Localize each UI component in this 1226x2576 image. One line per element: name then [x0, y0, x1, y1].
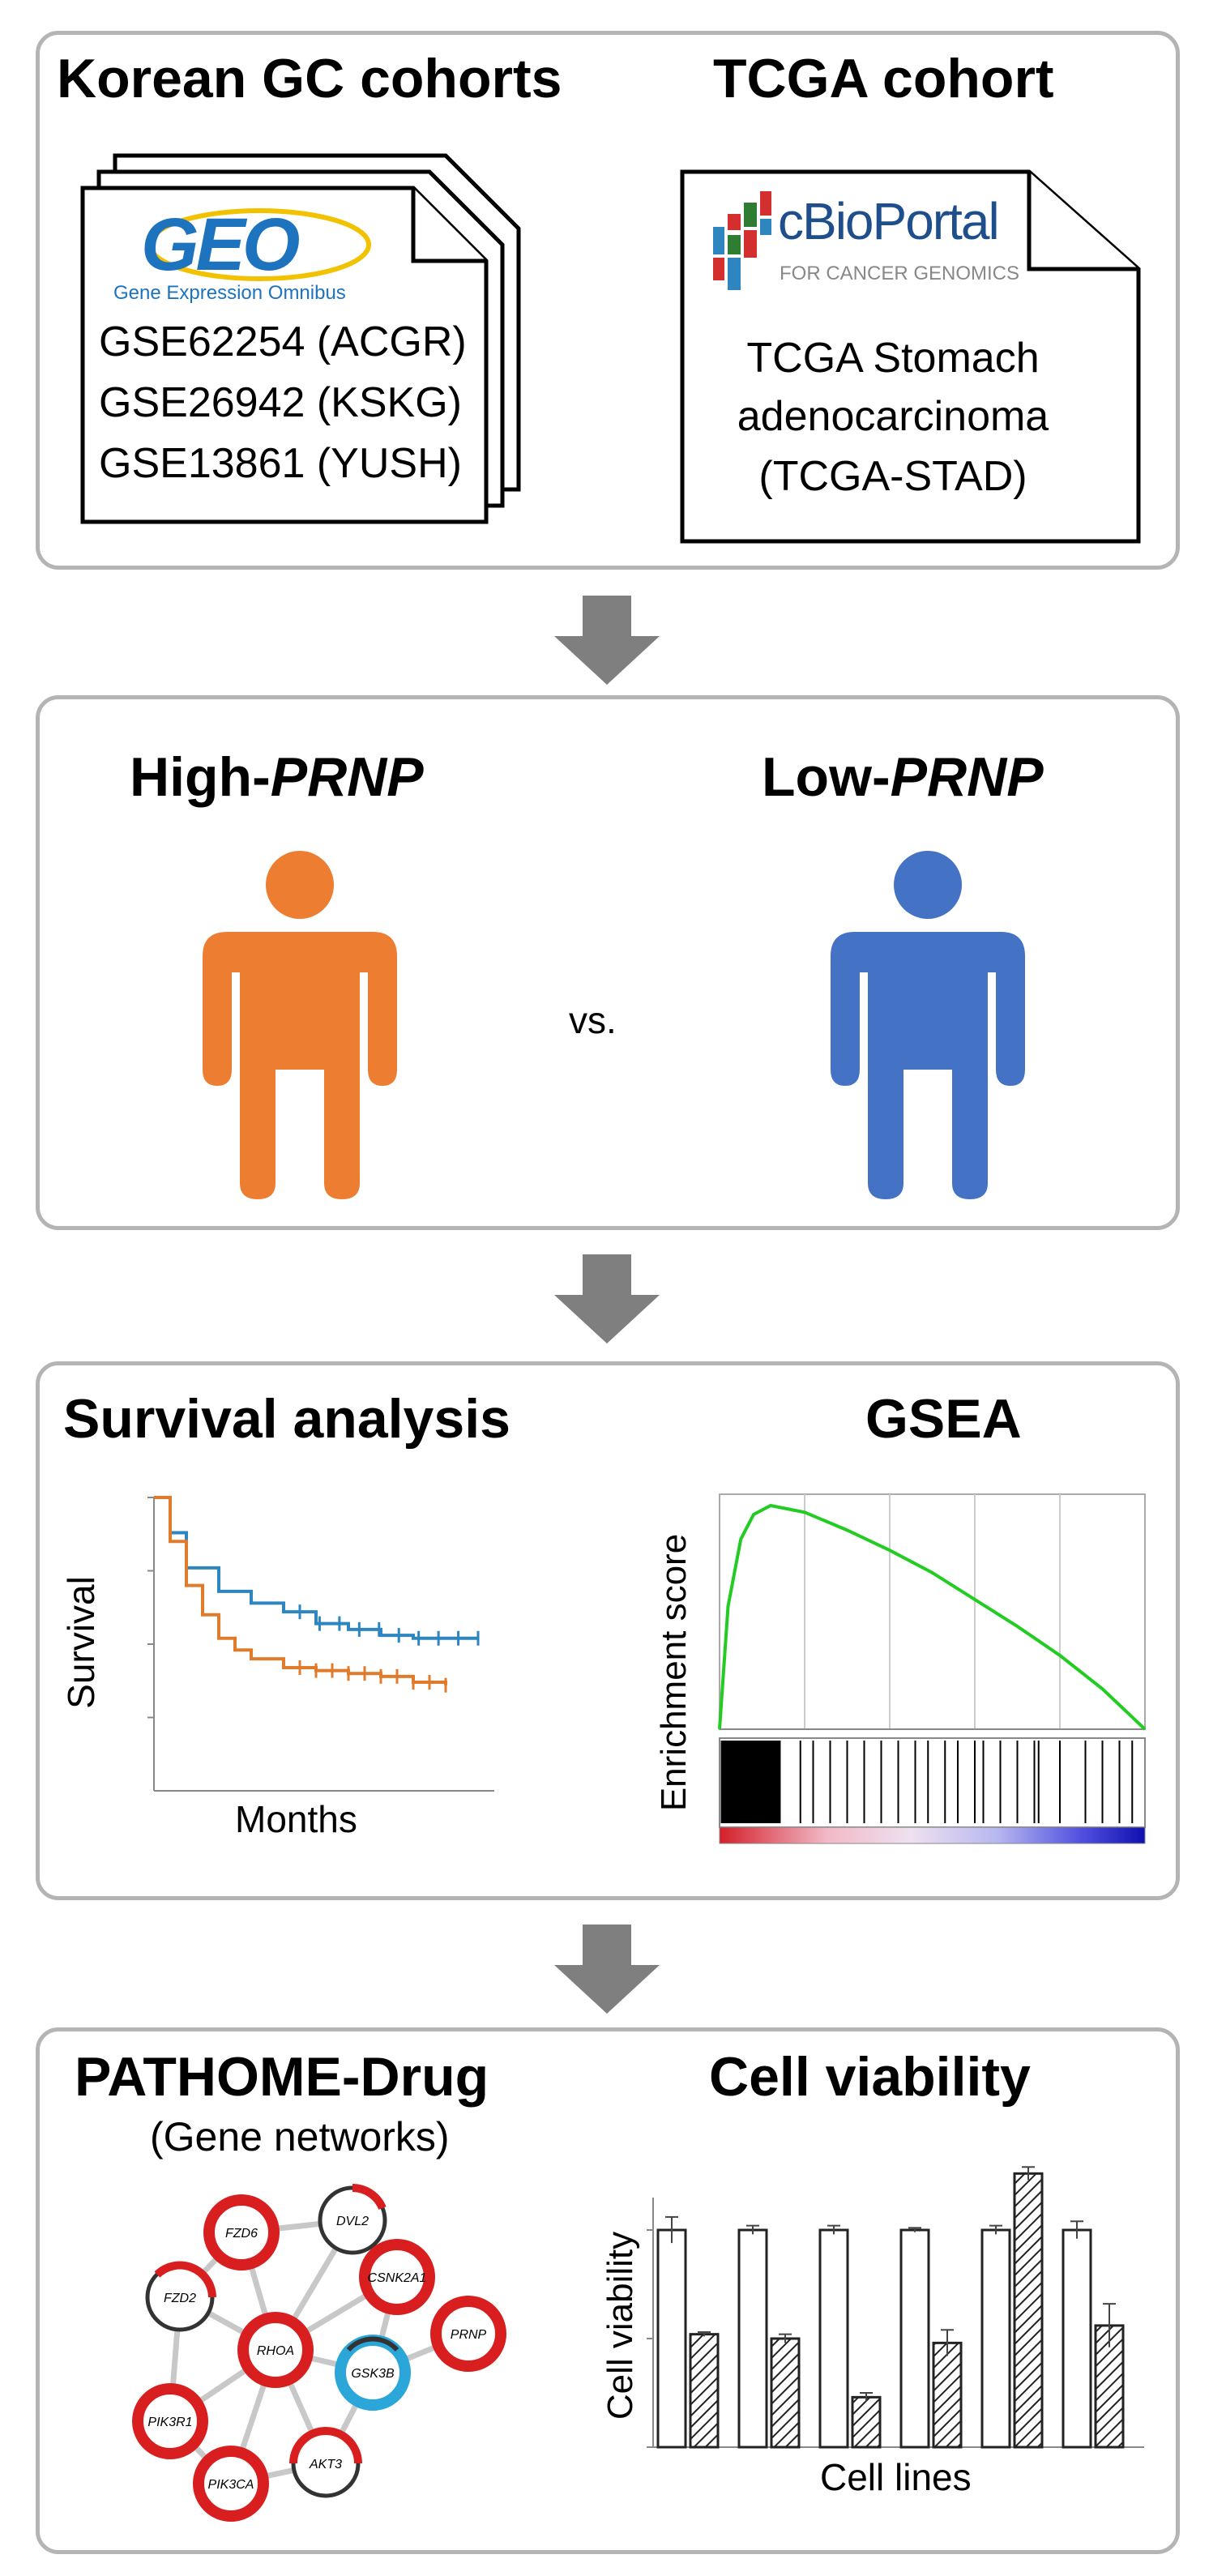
gene-node-akt3: AKT3 [289, 2427, 362, 2498]
high-prnp-label: High-PRNP [130, 745, 424, 809]
high-prnp-person-icon [203, 851, 397, 1199]
versus-label: vs. [569, 999, 617, 1041]
low-prnp-person-icon [831, 851, 1025, 1199]
bar-treated-4 [932, 2341, 963, 2449]
survival-analysis-title: Survival analysis [63, 1388, 510, 1450]
down-arrow-icon [554, 1254, 660, 1344]
bar-control-6 [1062, 2228, 1092, 2449]
pathome-drug-title: PATHOME-Drug [75, 2046, 489, 2108]
down-arrow-icon [554, 1925, 660, 2014]
survival-x-label: Months [235, 1798, 357, 1840]
geo-document-stack [80, 153, 1141, 544]
gene-label-csnk2a1: CSNK2A1 [368, 2271, 427, 2285]
cell-viability-y-label: Cell viability [600, 2231, 640, 2420]
gene-label-fzd6: FZD6 [225, 2227, 258, 2241]
tcga-cohort-title: TCGA cohort [713, 48, 1054, 109]
gene-label-rhoa: RHOA [257, 2344, 294, 2358]
dataset-acgr: GSE62254 (ACGR) [99, 318, 467, 365]
bar-control-1 [656, 2228, 687, 2449]
tcga-line-2: adenocarcinoma [737, 393, 1049, 440]
bar-control-4 [899, 2228, 930, 2449]
low-prnp-label: Low-PRNP [762, 745, 1044, 809]
down-arrow-icon [554, 596, 660, 685]
gene-node-fzd2: FZD2 [145, 2261, 216, 2332]
cbioportal-logo-icon [713, 191, 771, 290]
pathome-subtitle: (Gene networks) [150, 2114, 450, 2159]
dataset-yush: GSE13861 (YUSH) [99, 440, 462, 487]
gene-node-dvl2: DVL2 [318, 2184, 387, 2255]
tcga-line-3: (TCGA-STAD) [758, 453, 1027, 500]
bar-control-5 [980, 2228, 1011, 2449]
low-prefix: Low- [762, 746, 891, 808]
bar-control-3 [818, 2228, 849, 2449]
gene-label-dvl2: DVL2 [336, 2215, 369, 2228]
geo-logo-icon [147, 208, 371, 281]
gsea-rank-bar [719, 1826, 1146, 1844]
bar-treated-5 [1013, 2172, 1044, 2449]
cell-viability-title: Cell viability [709, 2046, 1031, 2108]
gene-node-fzd6: FZD6 [203, 2194, 280, 2271]
cbioportal-subtitle: FOR CANCER GENOMICS [780, 263, 1020, 284]
korean-cohorts-title: Korean GC cohorts [57, 48, 562, 109]
geo-logo: GEO [141, 203, 300, 286]
low-gene: PRNP [890, 746, 1044, 808]
gene-label-gsk3b: GSK3B [351, 2367, 395, 2381]
gene-label-akt3: AKT3 [309, 2458, 342, 2471]
cell-lines-x-label: Cell lines [820, 2456, 972, 2498]
gene-node-csnk2a1: CSNK2A1 [359, 2239, 435, 2315]
gene-node-prnp: PRNP [430, 2296, 506, 2372]
gsea-title: GSEA [865, 1388, 1022, 1450]
gene-label-pik3r1: PIK3R1 [147, 2416, 192, 2429]
gene-label-pik3ca: PIK3CA [208, 2478, 254, 2492]
bar-treated-1 [689, 2333, 720, 2449]
gene-label-fzd2: FZD2 [164, 2292, 196, 2305]
high-prefix: High- [130, 746, 271, 808]
bar-control-2 [737, 2228, 768, 2449]
tcga-line-1: TCGA Stomach [746, 335, 1040, 382]
gene-node-rhoa: RHOA [237, 2312, 314, 2388]
bar-treated-3 [851, 2395, 882, 2449]
high-gene: PRNP [270, 746, 424, 808]
gene-label-prnp: PRNP [451, 2328, 487, 2342]
gene-node-pik3ca: PIK3CA [193, 2446, 269, 2522]
enrichment-score-line [718, 1503, 1147, 1731]
gene-node-pik3r1: PIK3R1 [132, 2383, 208, 2459]
gene-node-gsk3b: GSK3B [335, 2335, 411, 2411]
bar-treated-2 [770, 2337, 801, 2449]
dataset-kskg: GSE26942 (KSKG) [99, 379, 462, 426]
geo-subtitle: Gene Expression Omnibus [113, 282, 346, 304]
cbioportal-logo: cBioPortal [778, 192, 1000, 250]
